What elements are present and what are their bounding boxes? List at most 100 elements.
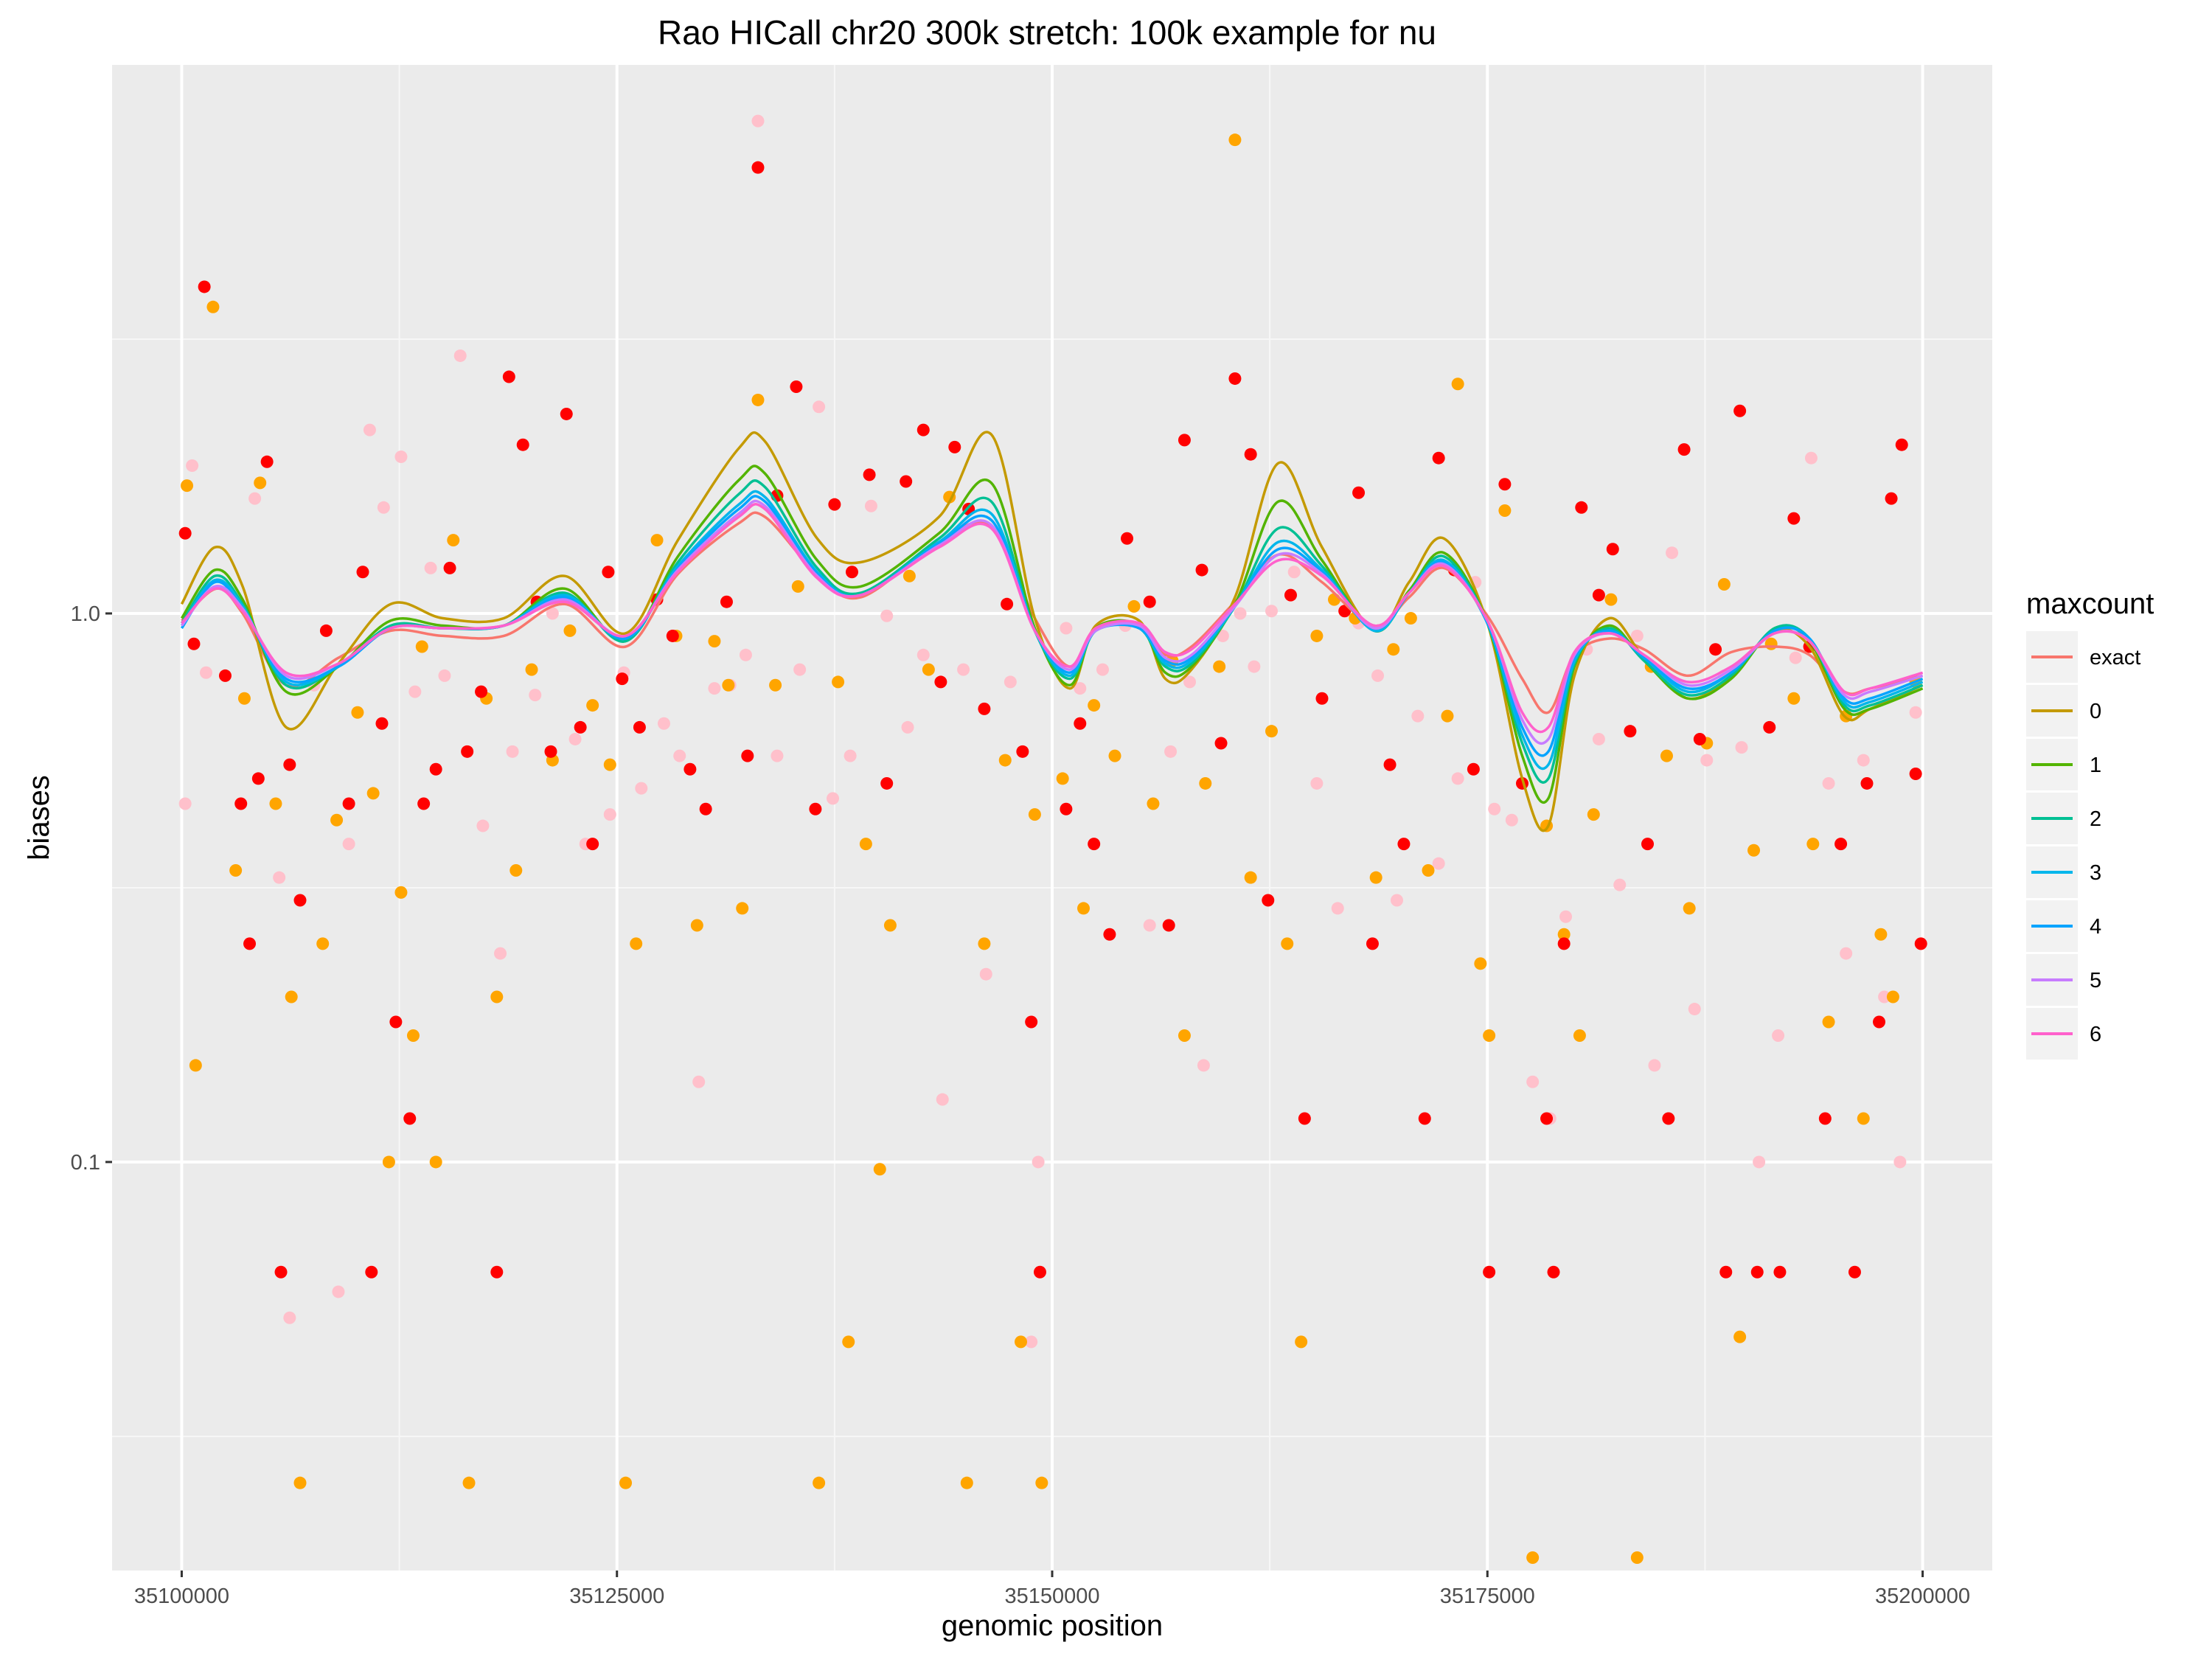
- data-point: [1735, 741, 1748, 754]
- data-point: [237, 692, 251, 705]
- data-point: [739, 648, 752, 661]
- data-point: [1331, 902, 1344, 915]
- legend-label: 5: [2090, 969, 2101, 992]
- data-point: [1213, 660, 1226, 673]
- legend-label: 2: [2090, 807, 2101, 831]
- data-point: [1060, 802, 1073, 815]
- data-point: [1025, 1015, 1038, 1029]
- legend-label: 0: [2090, 700, 2101, 723]
- data-point: [793, 663, 807, 676]
- data-point: [260, 455, 274, 468]
- data-point: [1074, 682, 1087, 695]
- data-point: [650, 534, 664, 547]
- data-point: [1216, 629, 1229, 642]
- data-point: [1033, 1265, 1046, 1279]
- data-point: [1088, 838, 1101, 851]
- data-point: [1773, 1265, 1787, 1279]
- data-point: [403, 1112, 417, 1125]
- data-point: [1214, 737, 1228, 750]
- data-point: [1592, 732, 1605, 745]
- legend-keys: exact 0 1 2 3 4 5 6: [2026, 631, 2140, 1060]
- y-axis: 0.1 1.0: [71, 602, 112, 1175]
- data-point: [229, 864, 243, 877]
- data-point: [1248, 660, 1261, 673]
- data-point: [883, 919, 897, 932]
- data-point: [1441, 709, 1454, 723]
- data-point: [365, 1265, 378, 1279]
- data-point: [1688, 1003, 1701, 1016]
- data-point: [429, 1155, 442, 1169]
- data-point: [1505, 813, 1518, 827]
- data-point: [1162, 919, 1175, 932]
- data-point: [1422, 864, 1435, 877]
- data-point: [657, 717, 670, 730]
- data-point: [1310, 629, 1324, 642]
- data-point: [978, 937, 991, 950]
- data-point: [178, 797, 192, 810]
- data-point: [494, 947, 507, 960]
- data-point: [1909, 706, 1922, 719]
- data-point: [1592, 588, 1605, 602]
- data-point: [1108, 749, 1121, 762]
- legend-label: 6: [2090, 1023, 2101, 1046]
- data-point: [1088, 699, 1101, 712]
- data-point: [568, 732, 582, 745]
- data-point: [722, 678, 735, 692]
- data-point: [948, 440, 961, 453]
- data-point: [394, 451, 408, 464]
- data-point: [319, 624, 333, 637]
- data-point: [1886, 990, 1899, 1004]
- data-point: [1733, 1330, 1747, 1343]
- data-point: [429, 762, 442, 776]
- data-point: [408, 685, 422, 698]
- data-point: [251, 772, 265, 785]
- data-point: [635, 782, 648, 795]
- data-point: [603, 808, 616, 821]
- data-point: [616, 672, 629, 686]
- data-point: [490, 990, 504, 1004]
- data-point: [1147, 797, 1160, 810]
- data-point: [417, 797, 431, 810]
- data-point: [1885, 492, 1898, 505]
- data-point: [394, 886, 408, 899]
- data-point: [462, 1476, 476, 1489]
- data-point: [1028, 808, 1041, 821]
- data-point: [476, 819, 490, 832]
- data-point: [475, 685, 488, 698]
- x-tick-label: 35200000: [1875, 1585, 1970, 1608]
- data-point: [845, 566, 858, 579]
- data-point: [880, 609, 894, 622]
- data-point: [998, 754, 1012, 767]
- data-point: [377, 501, 390, 514]
- data-point: [842, 1335, 855, 1349]
- data-point: [502, 370, 515, 383]
- data-point: [1310, 776, 1324, 790]
- data-point: [218, 669, 232, 682]
- data-point: [751, 114, 765, 128]
- data-point: [1857, 1112, 1870, 1125]
- legend-label: 4: [2090, 915, 2101, 939]
- legend-title: maxcount: [2026, 588, 2154, 620]
- data-point: [198, 280, 211, 293]
- data-point: [699, 802, 712, 815]
- data-point: [274, 1265, 288, 1279]
- data-point: [790, 380, 803, 393]
- data-point: [1750, 1265, 1764, 1279]
- data-point: [1488, 802, 1501, 815]
- x-axis: 35100000 35125000 35150000 35175000 35200000: [134, 1571, 1970, 1608]
- data-point: [1804, 451, 1818, 465]
- data-point: [1284, 588, 1297, 602]
- data-point: [1630, 1551, 1644, 1565]
- data-point: [1195, 563, 1208, 577]
- data-point: [917, 423, 930, 437]
- data-point: [1234, 607, 1247, 620]
- data-point: [863, 468, 876, 481]
- data-point: [529, 689, 542, 702]
- data-point: [1575, 501, 1588, 514]
- data-point: [1873, 1015, 1886, 1029]
- data-point: [1164, 745, 1178, 758]
- data-point: [1032, 1155, 1045, 1169]
- data-point: [791, 580, 804, 593]
- data-point: [1121, 532, 1134, 545]
- data-point: [1366, 937, 1379, 950]
